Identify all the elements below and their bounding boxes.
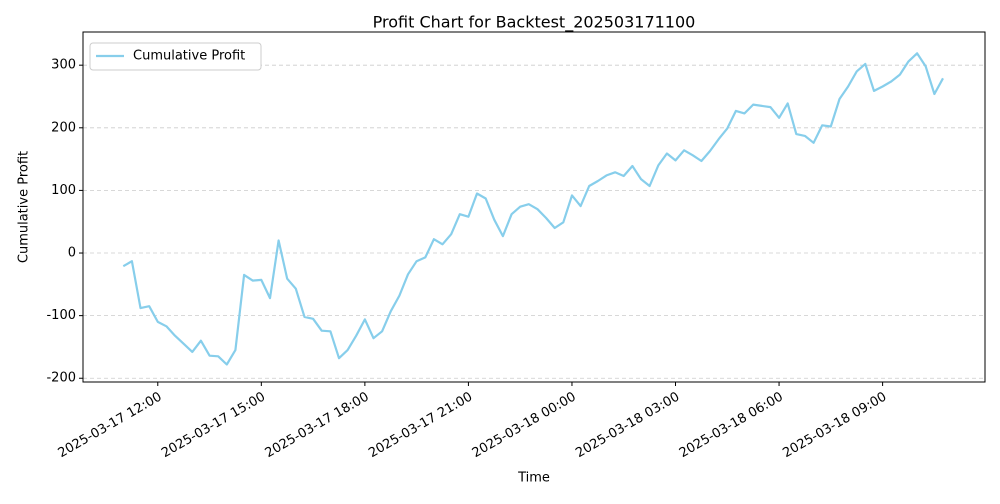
legend-label: Cumulative Profit — [133, 49, 245, 64]
y-tick-label: 200 — [51, 120, 76, 135]
y-tick-label: -100 — [46, 308, 76, 323]
x-axis-label: Time — [517, 471, 550, 486]
y-axis-label: Cumulative Profit — [17, 151, 32, 263]
legend: Cumulative Profit — [89, 42, 262, 71]
y-tick-label: -200 — [46, 371, 76, 386]
y-tick-label: 300 — [51, 58, 76, 73]
plot-frame — [82, 31, 986, 383]
chart-title: Profit Chart for Backtest_202503171100 — [373, 13, 696, 33]
y-tick-label: 0 — [68, 246, 76, 261]
legend-box — [89, 42, 262, 71]
y-tick-label: 100 — [51, 183, 76, 198]
line-series — [122, 52, 944, 366]
